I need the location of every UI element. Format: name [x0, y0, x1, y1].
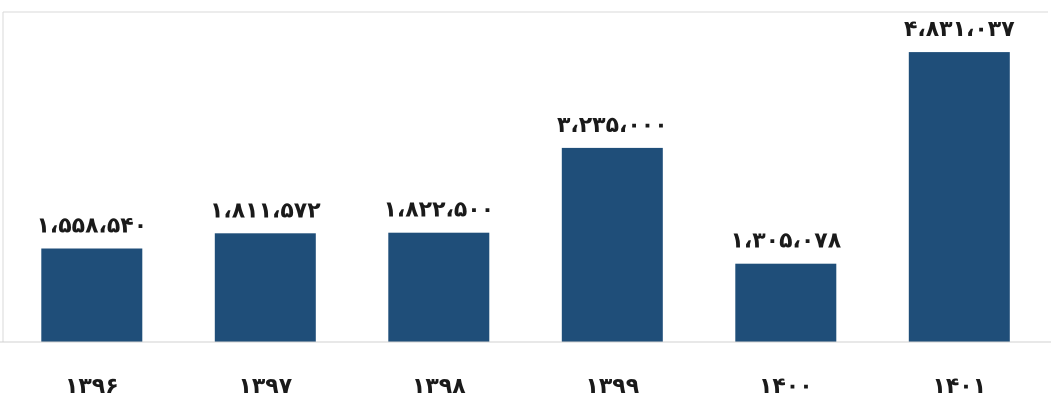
bar-1 — [214, 233, 316, 342]
category-label-3: ۱۳۹۹ — [585, 374, 639, 396]
value-labels-layer: ۱،۵۵۸،۵۴۰ ۱،۸۱۱،۵۷۲ ۱،۸۲۲،۵۰۰ ۳،۲۳۵،۰۰۰ ۱،۳۰… — [36, 17, 1015, 254]
bar-value-label-2: ۱،۸۲۲،۵۰۰ — [383, 198, 494, 223]
bar-3 — [561, 147, 663, 342]
bar-value-label-4: ۱،۳۰۵،۰۷۸ — [730, 229, 841, 254]
category-label-4: ۱۴۰۰ — [759, 374, 813, 396]
bar-2 — [388, 232, 490, 342]
category-label-2: ۱۳۹۸ — [412, 374, 466, 396]
category-labels-layer: ۱۳۹۶ ۱۳۹۷ ۱۳۹۸ ۱۳۹۹ ۱۴۰۰ ۱۴۰۱ — [65, 374, 986, 399]
category-label-5: ۱۴۰۱ — [932, 374, 986, 396]
bar-4 — [735, 263, 837, 342]
category-label-0: ۱۳۹۶ — [65, 374, 119, 396]
bar-value-label-1: ۱،۸۱۱،۵۷۲ — [210, 198, 321, 223]
bar-5 — [908, 52, 1010, 342]
bars-layer — [41, 52, 1010, 342]
bar-value-label-5: ۴،۸۳۱،۰۳۷ — [904, 17, 1015, 42]
bar-value-label-0: ۱،۵۵۸،۵۴۰ — [36, 214, 147, 239]
bar-value-label-3: ۳،۲۳۵،۰۰۰ — [557, 113, 668, 138]
category-label-1: ۱۳۹۷ — [238, 374, 292, 396]
bar-0 — [41, 248, 143, 342]
